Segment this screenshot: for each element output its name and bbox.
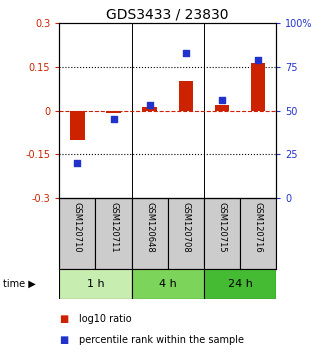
Bar — [132, 269, 204, 299]
Text: 4 h: 4 h — [159, 279, 177, 289]
Point — [183, 50, 188, 56]
Bar — [178, 81, 193, 110]
Bar — [143, 107, 157, 110]
Text: percentile rank within the sample: percentile rank within the sample — [79, 335, 244, 345]
Text: GSM120710: GSM120710 — [73, 202, 82, 252]
Text: 24 h: 24 h — [228, 279, 252, 289]
Point — [75, 160, 80, 166]
Text: GSM120711: GSM120711 — [109, 202, 118, 252]
Point — [219, 97, 224, 103]
Text: GSM120648: GSM120648 — [145, 202, 154, 252]
Point — [111, 116, 116, 122]
Point — [256, 57, 261, 63]
Bar — [106, 110, 121, 113]
Text: GSM120708: GSM120708 — [181, 202, 190, 252]
Bar — [251, 63, 265, 110]
Bar — [168, 198, 204, 269]
Text: GSM120715: GSM120715 — [217, 202, 226, 252]
Text: ■: ■ — [59, 335, 69, 345]
Text: ■: ■ — [59, 314, 69, 324]
Text: log10 ratio: log10 ratio — [79, 314, 131, 324]
Title: GDS3433 / 23830: GDS3433 / 23830 — [107, 8, 229, 22]
Bar — [96, 198, 132, 269]
Bar — [215, 105, 229, 110]
Bar — [204, 198, 240, 269]
Text: time ▶: time ▶ — [3, 279, 36, 289]
Text: 1 h: 1 h — [87, 279, 104, 289]
Bar — [59, 198, 96, 269]
Bar — [240, 198, 276, 269]
Bar — [132, 198, 168, 269]
Bar — [70, 110, 85, 140]
Text: GSM120716: GSM120716 — [254, 202, 263, 252]
Bar — [204, 269, 276, 299]
Bar — [59, 269, 132, 299]
Point — [147, 103, 152, 108]
